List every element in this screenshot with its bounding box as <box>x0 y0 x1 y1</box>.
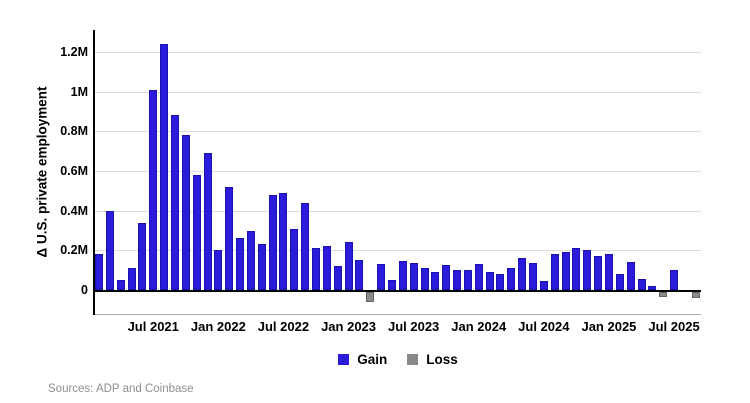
gridline-1.2 <box>95 52 701 53</box>
bar-aug-2024 <box>551 254 559 290</box>
bar-jun-2021 <box>138 223 146 290</box>
bar-jul-2025 <box>670 270 678 290</box>
bar-may-2024 <box>518 258 526 290</box>
bar-may-2023 <box>388 280 396 290</box>
bar-oct-2023 <box>442 265 450 290</box>
bar-mar-2022 <box>236 238 244 290</box>
sources-note: Sources: ADP and Coinbase <box>48 383 194 395</box>
ytick-0.6M: 0.6M <box>60 164 88 178</box>
bar-jul-2024 <box>540 281 548 290</box>
bar-aug-2021 <box>160 44 168 290</box>
gridline-0.6 <box>95 171 701 172</box>
bar-may-2022 <box>258 244 266 290</box>
bar-apr-2025 <box>638 279 646 290</box>
gridline-0.8 <box>95 131 701 133</box>
bar-nov-2023 <box>453 270 461 290</box>
bar-apr-2021 <box>117 280 125 290</box>
ytick-0: 0 <box>81 283 88 297</box>
xtick-jul-2023: Jul 2023 <box>387 319 440 334</box>
gridline-1 <box>95 91 701 93</box>
gridline-0.4 <box>95 210 701 212</box>
bar-mar-2021 <box>106 211 114 290</box>
bar-mar-2024 <box>496 274 504 290</box>
bar-may-2021 <box>128 268 136 290</box>
bar-jan-2024 <box>475 264 483 290</box>
bar-feb-2021 <box>95 254 103 290</box>
bar-nov-2021 <box>193 175 201 290</box>
bar-jun-2025 <box>659 292 667 297</box>
bar-feb-2024 <box>486 272 494 290</box>
bar-feb-2022 <box>225 187 233 290</box>
bar-feb-2023 <box>355 260 363 290</box>
bar-sep-2021 <box>171 115 179 290</box>
bar-nov-2024 <box>583 250 591 290</box>
plot-bottom-frame <box>95 314 701 315</box>
bar-jul-2022 <box>279 193 287 290</box>
chart-legend: Gain Loss <box>95 350 701 368</box>
bar-may-2025 <box>648 286 656 290</box>
xtick-jul-2021: Jul 2021 <box>127 319 179 334</box>
bar-sep-2025 <box>692 292 700 298</box>
bar-aug-2022 <box>290 229 298 290</box>
legend-item-gain: Gain <box>338 352 387 367</box>
bar-mar-2023 <box>366 292 374 302</box>
bar-apr-2022 <box>247 231 255 290</box>
bar-jun-2024 <box>529 263 537 290</box>
ytick-0.2M: 0.2M <box>60 243 88 258</box>
xtick-jul-2024: Jul 2024 <box>518 319 570 334</box>
ytick-1.2M: 1.2M <box>60 45 88 59</box>
bar-apr-2023 <box>377 264 385 290</box>
xtick-jul-2022: Jul 2022 <box>257 319 310 334</box>
bar-oct-2022 <box>312 248 320 290</box>
bar-jan-2023 <box>345 242 353 290</box>
y-axis-line <box>93 30 95 315</box>
bar-sep-2022 <box>301 203 309 290</box>
bar-sep-2024 <box>562 252 570 290</box>
bar-jan-2025 <box>605 254 613 290</box>
bar-mar-2025 <box>627 262 635 290</box>
plot-area <box>95 30 701 315</box>
loss-swatch-icon <box>407 353 419 365</box>
ytick-0.4M: 0.4M <box>60 203 88 218</box>
xtick-jan-2025: Jan 2025 <box>581 319 637 334</box>
bar-jul-2021 <box>149 90 157 290</box>
xtick-jul-2025: Jul 2025 <box>648 319 700 334</box>
bar-apr-2024 <box>507 268 515 290</box>
legend-label-gain: Gain <box>357 351 388 367</box>
bar-dec-2021 <box>204 153 212 290</box>
gridline-0.2 <box>95 250 701 252</box>
bar-oct-2021 <box>182 135 190 290</box>
bar-aug-2023 <box>421 268 429 290</box>
bar-dec-2022 <box>334 266 342 290</box>
bar-jul-2023 <box>410 263 418 290</box>
xtick-jan-2022: Jan 2022 <box>190 319 246 334</box>
bar-oct-2024 <box>572 248 580 290</box>
ytick-0.8M: 0.8M <box>60 124 88 139</box>
bar-jun-2022 <box>269 195 277 290</box>
bar-sep-2023 <box>431 272 439 290</box>
bar-jun-2023 <box>399 261 407 290</box>
bar-nov-2022 <box>323 246 331 290</box>
x-axis-zero-line <box>95 290 701 292</box>
xtick-jan-2023: Jan 2023 <box>321 319 377 334</box>
bar-dec-2024 <box>594 256 602 290</box>
xtick-jan-2024: Jan 2024 <box>451 319 507 334</box>
bar-feb-2025 <box>616 274 624 290</box>
ytick-1M: 1M <box>70 84 88 99</box>
legend-item-loss: Loss <box>407 352 458 367</box>
legend-label-loss: Loss <box>426 351 458 367</box>
gain-swatch-icon <box>338 353 350 365</box>
bar-dec-2023 <box>464 270 472 290</box>
bar-jan-2022 <box>214 250 222 290</box>
